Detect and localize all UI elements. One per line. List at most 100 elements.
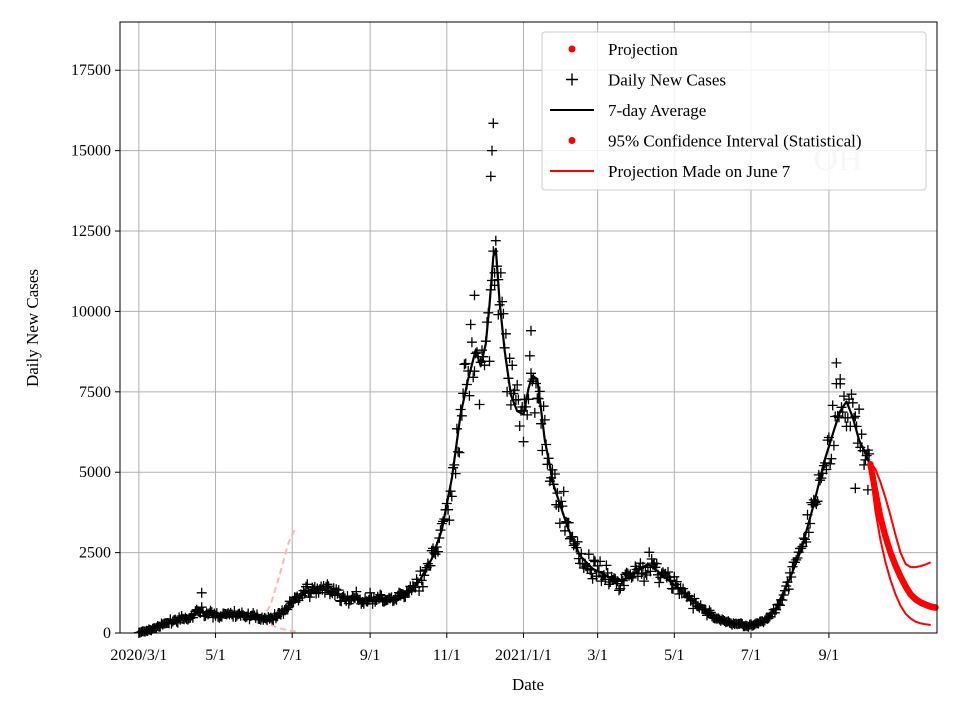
daily-case-point <box>485 171 496 182</box>
legend-label: 95% Confidence Interval (Statistical) <box>608 132 862 151</box>
daily-case-point <box>645 566 656 577</box>
legend-marker-dot <box>568 45 576 53</box>
projection-upper-ci-line <box>869 461 932 569</box>
legend-marker-dot <box>568 137 576 144</box>
daily-case-point <box>490 235 501 246</box>
x-tick-label: 7/1 <box>741 647 761 664</box>
daily-case-point <box>654 577 665 588</box>
legend-label: 7-day Average <box>608 101 706 120</box>
daily-case-point <box>614 585 624 596</box>
daily-case-point <box>537 445 548 456</box>
daily-case-point <box>304 592 315 603</box>
daily-case-point <box>668 584 678 594</box>
daily-case-point <box>465 319 476 330</box>
daily-case-point <box>619 580 629 591</box>
y-tick-label: 7500 <box>79 384 111 401</box>
june-projection-upper-ci <box>261 526 297 621</box>
daily-case-point <box>558 486 569 497</box>
daily-case-point <box>458 388 469 399</box>
daily-case-point <box>592 560 603 571</box>
daily-case-point <box>763 613 774 624</box>
daily-case-point <box>514 421 525 431</box>
grid-layer <box>120 22 937 634</box>
daily-case-point <box>835 374 846 384</box>
daily-case-point <box>651 558 662 569</box>
legend-items: Projection Daily New Cases 7-day Average 95… <box>550 40 862 181</box>
daily-case-point <box>595 556 606 567</box>
legend: Projection Daily New Cases 7-day Average 95… <box>541 31 927 191</box>
daily-case-point <box>846 389 857 400</box>
daily-case-point <box>466 337 477 348</box>
legend-label: Projection Made on June 7 <box>608 162 791 181</box>
daily-case-point <box>331 584 342 595</box>
daily-case-point <box>474 399 485 410</box>
daily-case-point <box>663 567 673 577</box>
daily-case-point <box>531 378 541 389</box>
daily-case-point <box>601 560 612 571</box>
daily-case-point <box>850 483 861 494</box>
daily-case-point <box>639 576 650 587</box>
y-tick-label: 17500 <box>71 62 111 79</box>
daily-case-point <box>529 407 540 418</box>
daily-case-point <box>524 350 535 361</box>
projection-layer <box>867 461 939 626</box>
daily-case-point <box>588 555 599 566</box>
june-projection-lower-ci <box>261 619 297 633</box>
projection-point <box>932 604 939 611</box>
x-tick-label: 9/1 <box>360 647 380 664</box>
daily-case-point <box>328 583 339 594</box>
daily-case-point <box>862 484 873 495</box>
daily-case-point <box>827 400 838 411</box>
daily-case-point <box>828 440 839 451</box>
daily-case-point <box>847 397 858 408</box>
daily-case-point <box>542 459 553 470</box>
daily-case-point <box>333 585 344 596</box>
ticks-layer: 0 2500 5000 7500 10000 12500 15000 17500 2020/3/… <box>71 62 839 664</box>
legend-label: Projection <box>608 40 678 59</box>
legend-marker-plus <box>566 73 578 86</box>
y-tick-label: 15000 <box>71 143 111 160</box>
daily-case-point <box>323 581 334 592</box>
daily-case-point <box>512 379 523 390</box>
x-axis-title: Date <box>512 675 544 694</box>
y-axis-title: Daily New Cases <box>23 269 42 387</box>
daily-case-point <box>488 118 499 129</box>
daily-case-point <box>507 360 518 371</box>
daily-case-point <box>644 547 655 558</box>
daily-case-point <box>351 586 362 597</box>
daily-case-point <box>509 385 520 396</box>
x-tick-label: 2021/1/1 <box>495 647 552 664</box>
daily-case-point <box>306 587 317 597</box>
daily-case-point <box>669 571 680 582</box>
daily-case-point <box>301 581 311 592</box>
daily-case-point <box>671 576 682 587</box>
daily-case-point <box>322 579 333 590</box>
daily-case-point <box>825 458 836 469</box>
daily-case-point <box>583 549 594 560</box>
y-tick-label: 5000 <box>79 464 111 481</box>
daily-case-point <box>464 390 475 401</box>
daily-case-point <box>417 581 428 592</box>
daily-case-point <box>375 589 386 600</box>
x-tick-label: 7/1 <box>282 647 302 664</box>
x-tick-label: 2020/3/1 <box>110 647 167 664</box>
daily-case-point <box>826 453 837 464</box>
x-tick-label: 9/1 <box>819 647 839 664</box>
daily-case-point <box>460 358 471 369</box>
daily-case-point <box>523 394 534 405</box>
daily-case-point <box>468 372 479 383</box>
daily-case-point <box>196 587 207 598</box>
legend-box <box>541 31 927 191</box>
daily-case-point <box>831 357 842 368</box>
legend-label: Daily New Cases <box>608 71 726 90</box>
y-tick-label: 12500 <box>71 223 111 240</box>
x-tick-label: 5/1 <box>205 647 225 664</box>
daily-case-point <box>459 359 470 370</box>
daily-case-point <box>487 145 497 156</box>
daily-case-point <box>586 568 597 579</box>
y-tick-label: 2500 <box>79 545 111 562</box>
daily-case-point <box>640 567 651 578</box>
y-tick-label: 0 <box>103 625 111 642</box>
